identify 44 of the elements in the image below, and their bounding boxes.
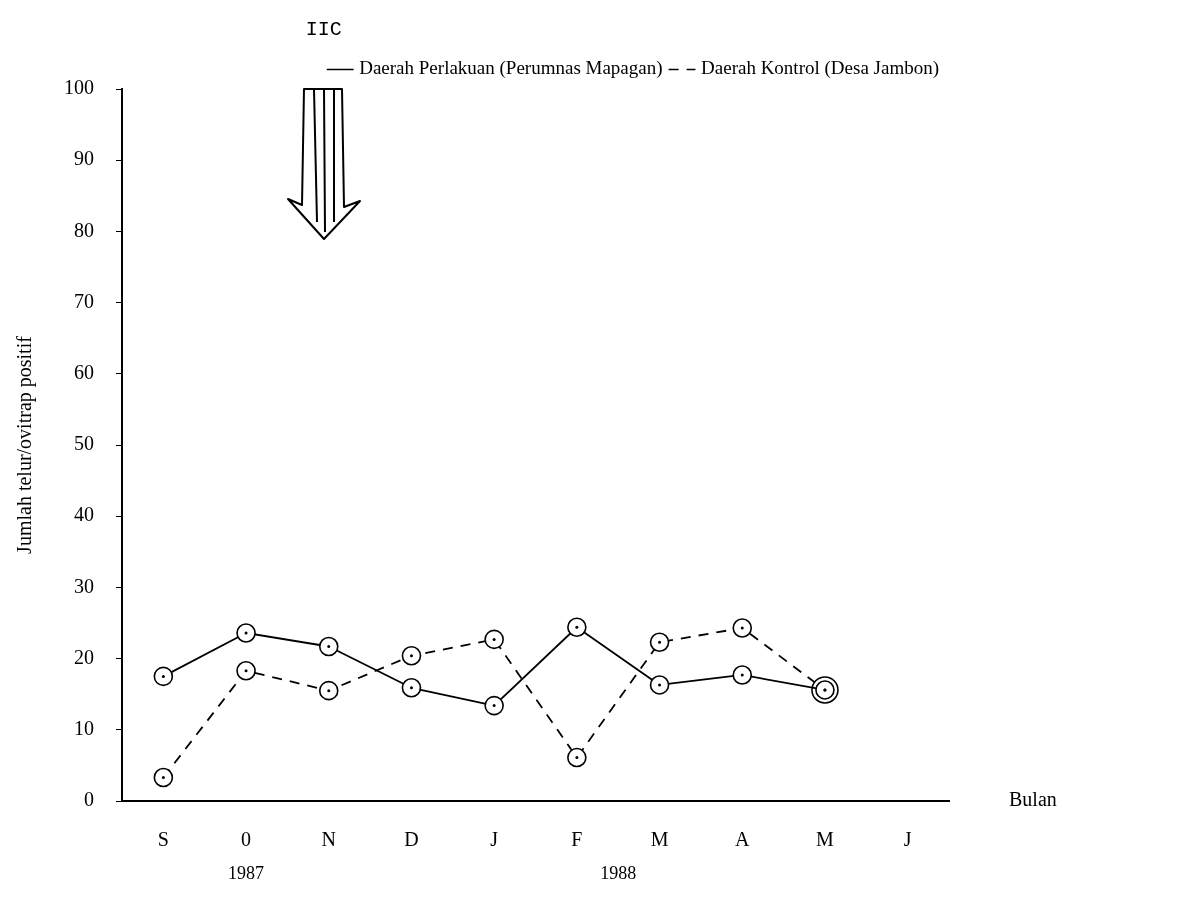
x-tick-label: N [321,828,336,851]
y-tick-label: 50 [74,432,94,455]
y-tick-label: 100 [64,76,94,99]
point [236,623,256,643]
legend-label: Daerah Perlakuan (Perumnas Mapagan) [359,57,663,80]
y-tick-label: 30 [74,574,94,597]
y-tick-label: 10 [74,717,94,740]
y-tick-label: 20 [74,645,94,668]
text: 1988 [600,862,637,883]
y-tick-label: 90 [74,147,94,170]
x-tick-label: M [816,828,835,851]
point [649,675,670,695]
x-tick-label: F [571,828,583,851]
point [236,660,256,681]
x-tick-label: A [735,828,751,851]
point [401,677,422,698]
x-tick-label: 0 [241,828,252,851]
point [567,747,587,768]
y-tick-label: 40 [74,503,94,526]
point [732,618,753,638]
text: IIC [305,18,342,42]
point [567,617,587,638]
text: 1987 [228,862,265,883]
x-axis-title: Bulan [1009,788,1057,811]
legend-label: Daerah Kontrol (Desa Jambon) [701,57,940,80]
y-axis-title: Jumlah telur/ovitrap positif [13,335,37,554]
point [318,680,339,701]
point [153,666,174,687]
point [484,695,504,716]
y-tick-label: 60 [74,361,94,384]
point [401,645,422,666]
x-tick-label: D [404,828,419,851]
x-tick-label: S [157,828,169,851]
point [153,767,174,788]
point [732,665,753,685]
y-tick-label: 0 [84,788,94,811]
y-tick-label: 80 [74,218,94,241]
point [649,632,670,653]
point [318,636,339,657]
point [484,629,504,650]
y-tick-label: 70 [74,289,94,312]
x-tick-label: J [490,828,499,851]
x-tick-label: J [903,828,912,851]
x-tick-label: M [650,828,669,851]
